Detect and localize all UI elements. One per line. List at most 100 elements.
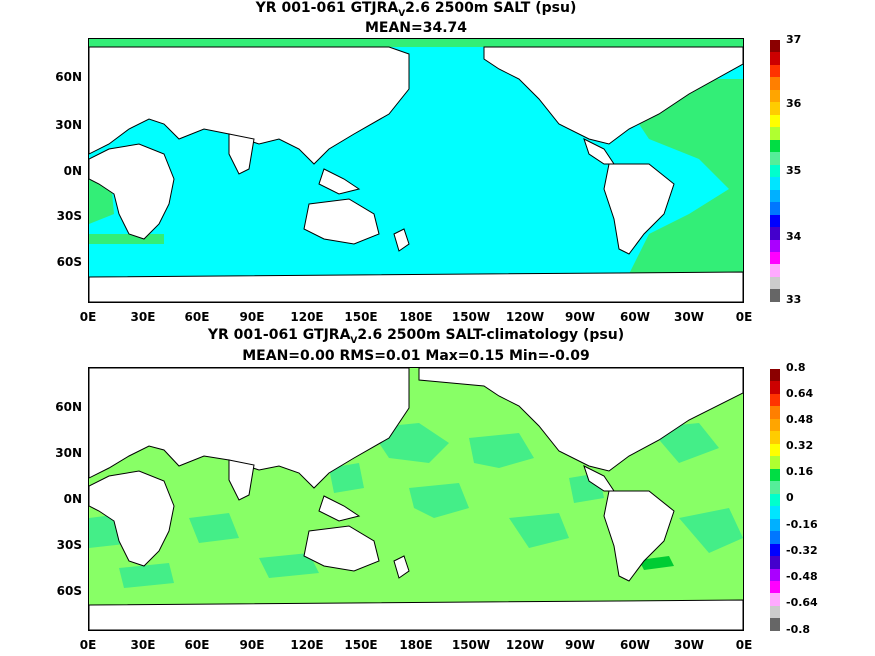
panel1-map [88,38,744,303]
colorbar-swatch [770,518,780,532]
panel2-map [88,367,744,631]
colorbar-swatch [770,152,780,165]
panel1-map-svg [89,39,743,302]
colorbar-swatch [770,139,780,153]
p1-cb-34: 34 [786,230,802,243]
p1-lon-90w: 90W [565,310,595,324]
land2-maritime-asia [318,495,361,522]
colorbar-swatch [770,393,780,407]
p2-lat-30n: 30N [55,446,82,460]
colorbar-swatch [770,593,780,606]
colorbar-swatch [770,239,780,252]
p2-lat-0n: 0N [63,492,82,506]
p2-lon-60w: 60W [620,638,650,652]
p2-cb-5: 0 [786,491,794,504]
land-australia [303,198,380,245]
colorbar-swatch [770,276,780,290]
land-eurasia [89,46,410,165]
land-maritime-asia [318,168,361,195]
colorbar-swatch [770,443,780,457]
land2-australia [303,525,380,572]
panel2-map-svg [89,368,743,630]
colorbar-swatch [770,531,780,544]
colorbar-swatch [770,214,780,228]
ocean-atlantic [609,79,743,274]
colorbar-swatch [770,264,780,277]
anomaly-peak-patch [639,556,674,570]
panel2-subtitle: MEAN=0.00 RMS=0.01 Max=0.15 Min=-0.09 [242,348,590,364]
panel2-title-subscript: V [350,335,358,346]
colorbar-swatch [770,456,780,469]
p2-lon-30e: 30E [130,638,156,652]
p2-lon-150w: 150W [451,638,491,652]
p1-cb-37: 37 [786,33,802,46]
p2-lon-30w: 30W [674,638,704,652]
p1-lon-150e: 150E [344,310,378,324]
land-africa [89,143,175,240]
land2-eurasia [89,368,410,489]
colorbar-swatch [770,418,780,432]
colorbar-swatch [770,406,780,419]
p2-cb-2: 0.48 [786,413,814,426]
colorbar-swatch [770,102,780,115]
colorbar-swatch [770,64,780,78]
panel2-title-suffix: 2.6 2500m SALT-climatology (psu) [357,327,625,343]
p2-lon-120e: 120E [290,638,324,652]
colorbar-swatch [770,369,780,382]
p2-lat-30s: 30S [56,538,82,552]
p2-lon-90e: 90E [239,638,265,652]
p2-lon-60e: 60E [184,638,210,652]
p1-lat-60n: 60N [55,70,82,84]
p1-lat-60s: 60S [56,255,82,269]
p2-lon-180e: 180E [399,638,433,652]
land-india [228,133,255,175]
colorbar-swatch [770,177,780,190]
colorbar-swatch [770,468,780,482]
colorbar-swatch [770,127,780,140]
p1-lon-60e: 60E [184,310,210,324]
colorbar-swatch [770,227,780,240]
p2-cb-7: -0.32 [786,544,818,557]
panel1-title-suffix: 2.6 2500m SALT (psu) [405,0,577,16]
land-antarctica [89,271,743,302]
panel1-title: YR 001-061 GTJRAV2.6 2500m SALT (psu) [88,0,744,22]
panel1-subtitle: MEAN=34.74 [364,20,468,36]
p1-lon-90e: 90E [239,310,265,324]
p1-lat-0n: 0N [63,164,82,178]
land-new-zealand [393,228,410,252]
p2-cb-4: 0.16 [786,465,814,478]
p1-lon-60w: 60W [620,310,650,324]
colorbar-swatch [770,543,780,557]
colorbar-swatch [770,618,780,631]
land2-africa [89,470,175,567]
colorbar-swatch [770,189,780,203]
colorbar-swatch [770,556,780,569]
p1-cb-36: 36 [786,97,802,110]
p2-lon-120w: 120W [505,638,545,652]
panel2-colorbar [770,369,780,631]
colorbar-swatch [770,481,780,494]
land [89,46,743,302]
p1-cb-35: 35 [786,164,802,177]
land2-antarctica [89,599,743,630]
panel2-title-text: YR 001-061 GTJRA [207,327,351,343]
colorbar-swatch [770,77,780,90]
land-north-america [483,46,743,145]
colorbar-swatch [770,506,780,519]
panel1-title-subscript: V [398,8,406,19]
p1-lon-30e: 30E [130,310,156,324]
panel2-title: YR 001-061 GTJRAV2.6 2500m SALT-climatol… [88,327,744,349]
p2-cb-1: 0.64 [786,387,814,400]
p1-lat-30n: 30N [55,118,82,132]
p1-lon-0: 0E [79,310,97,324]
colorbar-swatch [770,289,780,302]
colorbar-swatch [770,202,780,215]
p2-lon-0: 0E [79,638,97,652]
colorbar-swatch [770,89,780,103]
land2-new-zealand [393,555,410,579]
colorbar-swatch [770,568,780,581]
colorbar-swatch [770,605,780,619]
p1-lon-180e: 180E [399,310,433,324]
p2-cb-3: 0.32 [786,439,814,452]
land2 [89,368,743,630]
